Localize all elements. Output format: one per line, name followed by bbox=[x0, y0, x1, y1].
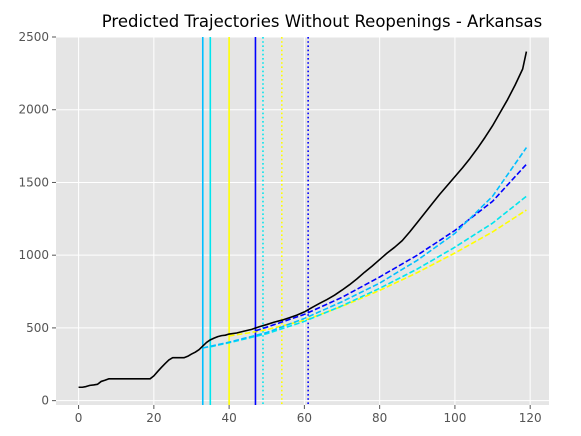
x-tick-label: 100 bbox=[443, 411, 466, 425]
y-tick-label: 1500 bbox=[18, 175, 49, 189]
y-tick-label: 1000 bbox=[18, 248, 49, 262]
x-tick-label: 80 bbox=[372, 411, 387, 425]
chart-title: Predicted Trajectories Without Reopening… bbox=[102, 12, 543, 31]
x-tick-label: 120 bbox=[519, 411, 542, 425]
series-line bbox=[210, 195, 527, 348]
series-line bbox=[202, 147, 528, 349]
series-line bbox=[78, 51, 528, 389]
x-tick-label: 40 bbox=[221, 411, 236, 425]
x-tick-label: 20 bbox=[146, 411, 161, 425]
series-line bbox=[255, 163, 528, 332]
x-tick-label: 0 bbox=[75, 411, 83, 425]
plot-area bbox=[56, 37, 549, 405]
vertical-markers bbox=[201, 37, 309, 405]
x-axis-ticks: 0 20 40 60 80 100 120 bbox=[75, 405, 542, 425]
y-tick-label: 2500 bbox=[18, 30, 49, 44]
series-lines bbox=[78, 51, 528, 389]
x-tick-label: 60 bbox=[297, 411, 312, 425]
series-line bbox=[228, 209, 527, 337]
y-tick-label: 500 bbox=[26, 321, 49, 335]
y-tick-label: 0 bbox=[41, 394, 49, 408]
y-tick-label: 2000 bbox=[18, 103, 49, 117]
y-axis-ticks: 0 500 1000 1500 2000 2500 bbox=[18, 30, 56, 408]
